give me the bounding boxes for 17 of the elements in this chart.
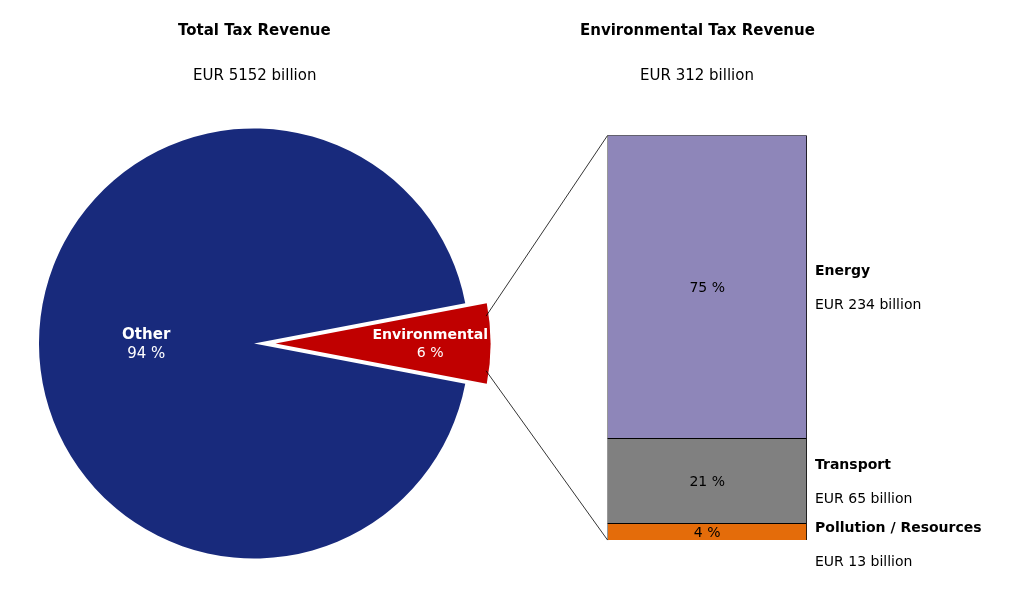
data-label: 6 % [416, 344, 444, 361]
slice-label: Environmental [372, 325, 489, 342]
text: EUR 234 billion [815, 296, 922, 312]
chart-title: Total Tax Revenue [178, 21, 331, 39]
slice-label: Other [122, 324, 171, 343]
text: EUR 13 billion [815, 553, 913, 569]
series-label: Energy [815, 262, 871, 278]
data-label: 4 % [693, 524, 721, 541]
data-label: 21 % [689, 473, 725, 490]
data-label: 75 % [689, 279, 725, 296]
chart-subtitle: EUR 5152 billion [193, 66, 317, 84]
chart-title: Environmental Tax Revenue [580, 21, 815, 39]
series-label: Pollution / Resources [815, 519, 982, 535]
series-label: Transport [815, 456, 892, 472]
text: EUR 65 billion [815, 490, 913, 506]
data-label: 94 % [127, 344, 166, 363]
chart-subtitle: EUR 312 billion [640, 66, 754, 84]
